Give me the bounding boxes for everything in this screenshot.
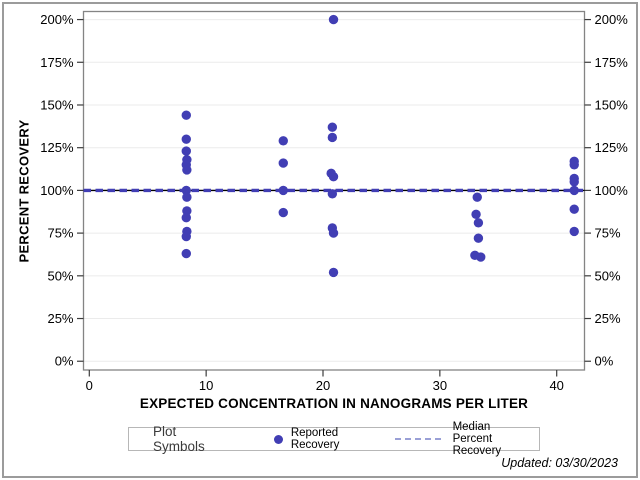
y-tick-label-right: 25%	[595, 311, 621, 326]
y-tick-label-right: 100%	[595, 183, 629, 198]
data-point	[181, 110, 191, 120]
data-point	[182, 165, 192, 175]
data-point	[182, 192, 192, 202]
data-point	[278, 158, 288, 168]
data-point	[328, 228, 339, 238]
y-tick-label-left: 75%	[47, 226, 73, 241]
legend-item-label: Reported Recovery	[290, 427, 340, 451]
data-point	[327, 132, 338, 143]
x-tick-label: 20	[316, 378, 330, 393]
dashed-line-icon	[394, 438, 443, 440]
data-point	[328, 267, 339, 278]
x-tick-label: 30	[433, 378, 447, 393]
x-tick-label: 0	[86, 378, 93, 393]
data-point	[278, 136, 288, 146]
legend-item-reported-recovery: Reported Recovery	[273, 427, 355, 451]
data-point	[569, 185, 579, 196]
y-tick-label-left: 50%	[47, 268, 73, 283]
data-point	[327, 189, 338, 199]
data-point	[181, 248, 191, 259]
y-tick-label-left: 100%	[40, 183, 74, 198]
data-point	[278, 207, 288, 218]
x-tick-label: 10	[199, 378, 213, 393]
y-tick-label-left: 175%	[40, 55, 74, 70]
x-tick-label: 40	[549, 378, 563, 393]
y-tick-label-right: 50%	[595, 268, 621, 283]
y-tick-label-left: 0%	[55, 354, 74, 369]
y-tick-label-left: 125%	[40, 140, 74, 155]
data-point	[473, 233, 484, 243]
data-point	[278, 185, 288, 196]
legend-item-label: Median Percent Recovery	[452, 421, 502, 457]
dot-icon	[273, 434, 283, 444]
data-point	[328, 172, 339, 182]
x-axis-title: EXPECTED CONCENTRATION IN NANOGRAMS PER …	[139, 396, 529, 411]
data-point	[471, 209, 481, 220]
data-point	[569, 226, 579, 237]
y-tick-label-right: 75%	[595, 226, 621, 241]
data-point	[181, 146, 191, 156]
data-point	[476, 252, 486, 262]
y-tick-label-left: 150%	[40, 97, 74, 112]
y-tick-label-left: 200%	[40, 12, 74, 27]
data-point	[569, 160, 579, 170]
data-point	[182, 206, 192, 216]
y-tick-label-right: 175%	[595, 55, 629, 70]
data-point	[181, 213, 191, 223]
y-tick-label-right: 0%	[595, 354, 614, 369]
y-tick-label-left: 25%	[47, 311, 73, 326]
data-point	[181, 185, 191, 196]
data-point	[473, 218, 484, 228]
data-point	[328, 14, 339, 25]
y-tick-label-right: 200%	[595, 12, 629, 27]
updated-note: Updated: 03/30/2023	[501, 456, 618, 470]
y-tick-label-right: 150%	[595, 97, 629, 112]
data-point	[181, 231, 191, 242]
y-tick-label-right: 125%	[595, 140, 629, 155]
data-point	[569, 177, 579, 187]
legend-title: Plot Symbols	[153, 424, 205, 454]
y-axis-title: PERCENT RECOVERY	[16, 119, 32, 263]
data-point	[472, 192, 482, 202]
data-point	[181, 134, 191, 144]
data-point	[569, 204, 579, 214]
data-point	[327, 122, 338, 132]
legend-item-median-recovery: Median Percent Recovery	[394, 421, 527, 457]
legend-box: Plot Symbols Reported Recovery Median Pe…	[128, 421, 540, 457]
